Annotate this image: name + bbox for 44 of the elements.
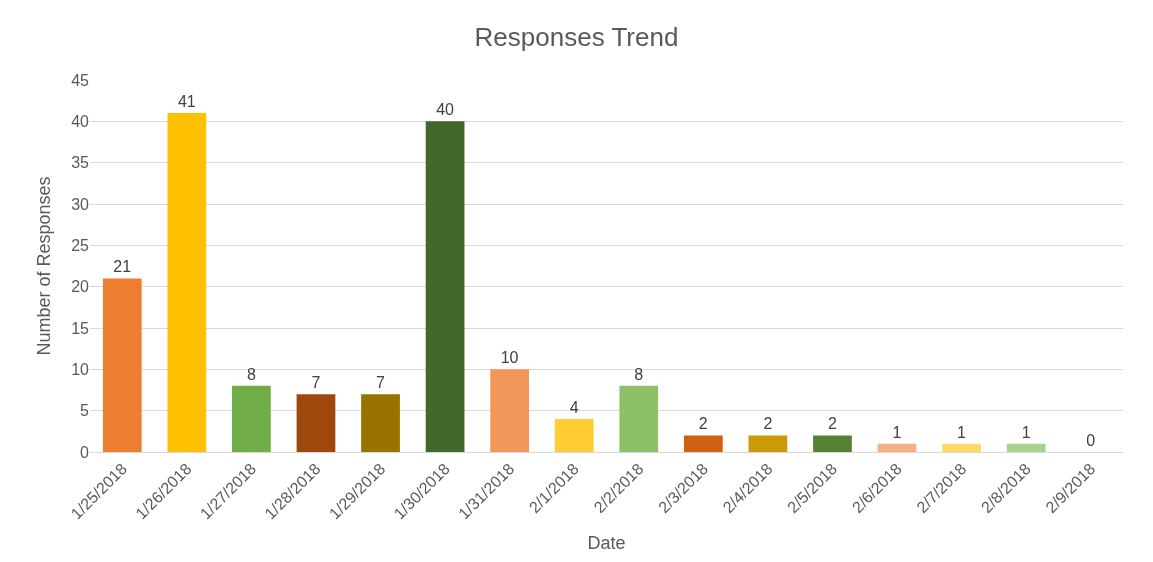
data-label: 2 [763, 415, 773, 433]
bar [1006, 443, 1046, 452]
data-label: 1 [957, 423, 967, 441]
data-label: 41 [177, 93, 196, 111]
data-label: 40 [436, 101, 455, 119]
data-label: 10 [500, 349, 519, 367]
bar [942, 443, 981, 452]
data-label: 4 [569, 398, 579, 416]
data-label: 7 [311, 374, 321, 392]
y-tick-label: 35 [71, 154, 90, 172]
bar [167, 113, 207, 452]
y-tick-label: 25 [71, 236, 90, 254]
bar [232, 385, 271, 452]
data-label: 1 [1021, 423, 1031, 441]
y-tick-label: 5 [80, 402, 90, 420]
data-label: 2 [827, 415, 837, 433]
bar [296, 394, 336, 452]
y-tick-label: 15 [71, 319, 90, 337]
data-label: 2 [698, 415, 708, 433]
data-label: 0 [1086, 432, 1096, 449]
x-axis-title: Date [587, 533, 626, 554]
data-label: 7 [376, 374, 386, 392]
bar [748, 435, 788, 452]
bar [554, 418, 594, 452]
bar [425, 121, 465, 452]
bar [619, 385, 659, 452]
data-label: 8 [634, 365, 644, 383]
bar [683, 435, 723, 452]
y-tick-label: 20 [71, 278, 90, 296]
y-tick-label: 40 [71, 112, 90, 130]
data-label: 1 [892, 423, 902, 441]
bar [813, 435, 852, 452]
bar [361, 394, 400, 452]
data-label: 8 [246, 365, 256, 383]
y-tick-label: 10 [71, 360, 90, 378]
y-tick-label: 0 [80, 443, 90, 461]
bar [877, 443, 917, 452]
y-tick-label: 30 [71, 195, 90, 213]
y-tick-label: 45 [71, 71, 90, 89]
y-axis-title: Number of Responses [34, 176, 55, 356]
bar [490, 369, 530, 452]
data-label: 21 [113, 258, 132, 276]
chart-title: Responses Trend [474, 22, 679, 53]
bar [102, 278, 142, 452]
